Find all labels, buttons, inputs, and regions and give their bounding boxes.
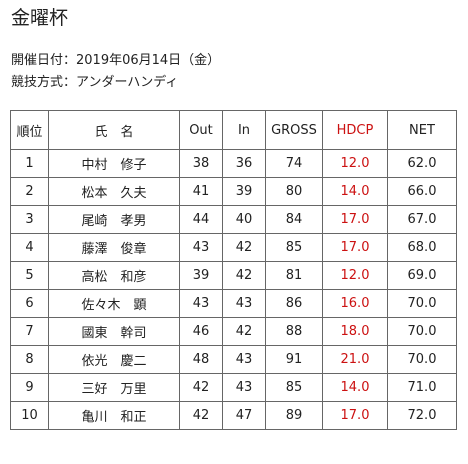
table-header: 順位 氏 名 Out In GROSS HDCP NET [10, 110, 457, 150]
page-title: 金曜杯 [11, 7, 69, 29]
cell-rank: 2 [10, 177, 49, 206]
cell-rank: 7 [10, 317, 49, 346]
table-row: 3 尾崎 孝男 44 40 84 17.0 67.0 [10, 205, 457, 234]
table-row: 2 松本 久夫 41 39 80 14.0 66.0 [10, 177, 457, 206]
table-row: 6 佐々木 顕 43 43 86 16.0 70.0 [10, 289, 457, 318]
table-row: 1 中村 修子 38 36 74 12.0 62.0 [10, 149, 457, 178]
cell-rank: 4 [10, 233, 49, 262]
cell-net: 71.0 [387, 373, 457, 402]
cell-hdcp: 14.0 [322, 177, 388, 206]
cell-in: 42 [222, 233, 266, 262]
cell-hdcp: 17.0 [322, 205, 388, 234]
cell-rank: 5 [10, 261, 49, 290]
cell-hdcp: 17.0 [322, 233, 388, 262]
cell-out: 44 [179, 205, 223, 234]
cell-gross: 81 [265, 261, 323, 290]
cell-net: 62.0 [387, 149, 457, 178]
cell-name: 佐々木 顕 [48, 289, 180, 318]
cell-net: 69.0 [387, 261, 457, 290]
cell-rank: 3 [10, 205, 49, 234]
cell-gross: 91 [265, 345, 323, 374]
cell-name: 松本 久夫 [48, 177, 180, 206]
cell-hdcp: 18.0 [322, 317, 388, 346]
cell-out: 48 [179, 345, 223, 374]
header-rank: 順位 [10, 110, 49, 150]
cell-net: 66.0 [387, 177, 457, 206]
cell-out: 42 [179, 373, 223, 402]
cell-rank: 8 [10, 345, 49, 374]
cell-in: 47 [222, 401, 266, 430]
cell-in: 43 [222, 289, 266, 318]
cell-in: 42 [222, 261, 266, 290]
table-row: 10 亀川 和正 42 47 89 17.0 72.0 [10, 401, 457, 430]
header-gross: GROSS [265, 110, 323, 150]
cell-name: 高松 和彦 [48, 261, 180, 290]
cell-name: 三好 万里 [48, 373, 180, 402]
cell-net: 70.0 [387, 317, 457, 346]
cell-hdcp: 21.0 [322, 345, 388, 374]
cell-out: 42 [179, 401, 223, 430]
cell-out: 39 [179, 261, 223, 290]
cell-name: 亀川 和正 [48, 401, 180, 430]
cell-name: 藤澤 俊章 [48, 233, 180, 262]
cell-out: 38 [179, 149, 223, 178]
table-row: 8 依光 慶二 48 43 91 21.0 70.0 [10, 345, 457, 374]
table-row: 4 藤澤 俊章 43 42 85 17.0 68.0 [10, 233, 457, 262]
cell-in: 40 [222, 205, 266, 234]
header-name: 氏 名 [48, 110, 180, 150]
cell-in: 36 [222, 149, 266, 178]
cell-in: 42 [222, 317, 266, 346]
cell-gross: 88 [265, 317, 323, 346]
cell-hdcp: 16.0 [322, 289, 388, 318]
cell-gross: 89 [265, 401, 323, 430]
results-table: 順位 氏 名 Out In GROSS HDCP NET 1 中村 修子 38 … [10, 110, 457, 430]
cell-in: 43 [222, 373, 266, 402]
cell-out: 43 [179, 233, 223, 262]
cell-gross: 84 [265, 205, 323, 234]
cell-net: 68.0 [387, 233, 457, 262]
cell-gross: 85 [265, 233, 323, 262]
table-row: 5 高松 和彦 39 42 81 12.0 69.0 [10, 261, 457, 290]
cell-hdcp: 17.0 [322, 401, 388, 430]
header-row: 順位 氏 名 Out In GROSS HDCP NET [10, 110, 457, 150]
cell-name: 依光 慶二 [48, 345, 180, 374]
header-in: In [222, 110, 266, 150]
header-net: NET [387, 110, 457, 150]
table-row: 9 三好 万里 42 43 85 14.0 71.0 [10, 373, 457, 402]
cell-gross: 86 [265, 289, 323, 318]
cell-net: 72.0 [387, 401, 457, 430]
cell-hdcp: 12.0 [322, 149, 388, 178]
cell-name: 國東 幹司 [48, 317, 180, 346]
cell-in: 43 [222, 345, 266, 374]
cell-in: 39 [222, 177, 266, 206]
cell-gross: 85 [265, 373, 323, 402]
cell-out: 41 [179, 177, 223, 206]
cell-rank: 9 [10, 373, 49, 402]
cell-out: 43 [179, 289, 223, 318]
cell-net: 67.0 [387, 205, 457, 234]
cell-out: 46 [179, 317, 223, 346]
table-body: 1 中村 修子 38 36 74 12.0 62.0 2 松本 久夫 41 39… [10, 149, 457, 430]
competition-method: 競技方式：アンダーハンディ [11, 75, 179, 90]
cell-gross: 74 [265, 149, 323, 178]
table-row: 7 國東 幹司 46 42 88 18.0 70.0 [10, 317, 457, 346]
cell-hdcp: 14.0 [322, 373, 388, 402]
cell-rank: 10 [10, 401, 49, 430]
cell-gross: 80 [265, 177, 323, 206]
cell-hdcp: 12.0 [322, 261, 388, 290]
cell-name: 尾崎 孝男 [48, 205, 180, 234]
cell-rank: 1 [10, 149, 49, 178]
event-date: 開催日付：2019年06月14日（金） [11, 53, 221, 68]
cell-rank: 6 [10, 289, 49, 318]
cell-name: 中村 修子 [48, 149, 180, 178]
header-hdcp: HDCP [322, 110, 388, 150]
cell-net: 70.0 [387, 345, 457, 374]
cell-net: 70.0 [387, 289, 457, 318]
header-out: Out [179, 110, 223, 150]
